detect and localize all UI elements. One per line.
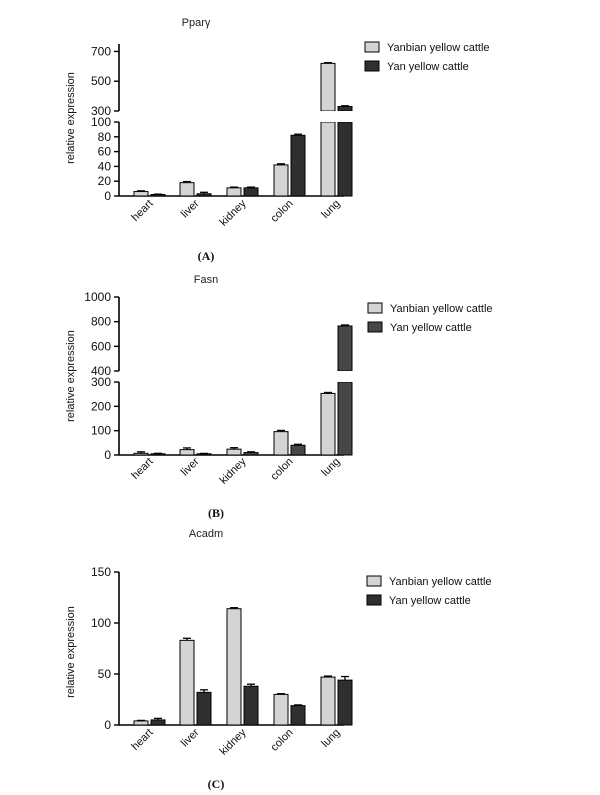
chart-title: Fasn (194, 274, 218, 286)
bar-lung-1 (320, 676, 336, 726)
bar-lung-1 (320, 392, 336, 456)
y-tick-label: 150 (91, 565, 111, 579)
y-tick-label: 800 (91, 315, 111, 329)
legend-label: Yanbian yellow cattle (387, 42, 490, 54)
legend-label: Yanbian yellow cattle (389, 576, 492, 588)
bar-colon-1 (273, 693, 289, 726)
bar-heart-1 (133, 720, 149, 726)
y-tick-label: 40 (98, 159, 112, 173)
y-tick-label: 600 (91, 339, 111, 353)
bar-liver-1 (179, 449, 195, 456)
x-tick-label: colon (269, 727, 296, 754)
x-tick-label: colon (269, 198, 296, 225)
legend-swatch (366, 594, 382, 606)
x-tick-label: heart (129, 456, 155, 482)
legend-label: Yan yellow cattle (390, 322, 472, 334)
y-axis-label: relative expression (65, 72, 77, 164)
axis-break-gap (320, 111, 336, 122)
legend-swatch (364, 41, 380, 53)
bar-liver-2 (196, 691, 212, 726)
bar-colon-2 (290, 444, 306, 456)
y-tick-label: 500 (91, 74, 111, 88)
bar-kidney-2 (243, 452, 259, 456)
y-axis-label: relative expression (65, 330, 77, 422)
y-tick-label: 200 (91, 399, 111, 413)
bar-liver-1 (179, 182, 195, 197)
y-tick-label: 80 (98, 130, 112, 144)
y-tick-label: 0 (104, 448, 111, 462)
bar-colon-1 (273, 164, 289, 197)
x-tick-label: colon (269, 456, 296, 483)
y-tick-label: 60 (98, 145, 112, 159)
bar-lung-2 (337, 106, 353, 112)
x-tick-label: kidney (218, 726, 249, 757)
panel-label: (C) (208, 777, 225, 791)
panel-label: (B) (208, 506, 224, 520)
x-tick-label: kidney (218, 197, 249, 228)
legend-swatch (367, 302, 383, 314)
y-axis-label: relative expression (65, 606, 77, 698)
bar-lung-2-lower (337, 121, 353, 197)
y-tick-label: 700 (91, 44, 111, 58)
chart-title: Acadm (189, 528, 223, 540)
bar-lung-2-lower (337, 381, 353, 456)
legend-swatch (366, 575, 382, 587)
legend-label: Yanbian yellow cattle (390, 303, 493, 315)
legend-swatch (367, 321, 383, 333)
y-tick-label: 100 (91, 616, 111, 630)
bar-kidney-1 (226, 448, 242, 456)
bar-heart-2 (150, 719, 166, 726)
y-tick-label: 0 (104, 189, 111, 203)
legend-label: Yan yellow cattle (387, 61, 469, 73)
bar-lung-1 (320, 62, 336, 112)
bar-kidney-2 (243, 685, 259, 726)
x-tick-label: lung (319, 198, 342, 221)
x-tick-label: lung (319, 456, 342, 479)
x-tick-label: liver (179, 197, 202, 220)
bar-colon-2 (290, 134, 306, 197)
x-tick-label: heart (129, 727, 155, 753)
axis-break-gap (337, 111, 353, 122)
bar-lung-1-lower (320, 121, 336, 197)
panel-label: (A) (198, 249, 215, 263)
bar-colon-1 (273, 431, 289, 456)
y-tick-label: 100 (91, 424, 111, 438)
bar-heart-1 (133, 452, 149, 456)
y-tick-label: 20 (98, 174, 112, 188)
bar-liver-1 (179, 639, 195, 726)
x-tick-label: heart (129, 198, 155, 224)
axis-break-gap (337, 371, 353, 382)
x-tick-label: lung (319, 727, 342, 750)
y-tick-label: 50 (98, 667, 112, 681)
bar-liver-2 (196, 193, 212, 197)
bar-colon-2 (290, 705, 306, 726)
y-tick-label: 0 (104, 718, 111, 732)
x-tick-label: kidney (218, 455, 249, 486)
y-tick-label: 300 (91, 104, 111, 118)
x-tick-label: liver (179, 455, 202, 478)
bar-heart-1 (133, 191, 149, 197)
bar-heart-2 (150, 453, 166, 456)
x-tick-label: liver (179, 726, 202, 749)
bar-lung-2 (337, 679, 353, 726)
chart-title: Pparγ (182, 17, 211, 29)
bar-lung-2 (337, 325, 353, 372)
y-tick-label: 400 (91, 364, 111, 378)
bar-kidney-1 (226, 608, 242, 726)
y-tick-label: 300 (91, 375, 111, 389)
y-tick-label: 1000 (84, 290, 111, 304)
y-tick-label: 100 (91, 115, 111, 129)
legend-label: Yan yellow cattle (389, 595, 471, 607)
bar-kidney-2 (243, 187, 259, 197)
chart-panel-c: Acadm relative expression 0 50 100 150 heart li… (65, 528, 492, 791)
bar-kidney-1 (226, 187, 242, 197)
legend-swatch (364, 60, 380, 72)
